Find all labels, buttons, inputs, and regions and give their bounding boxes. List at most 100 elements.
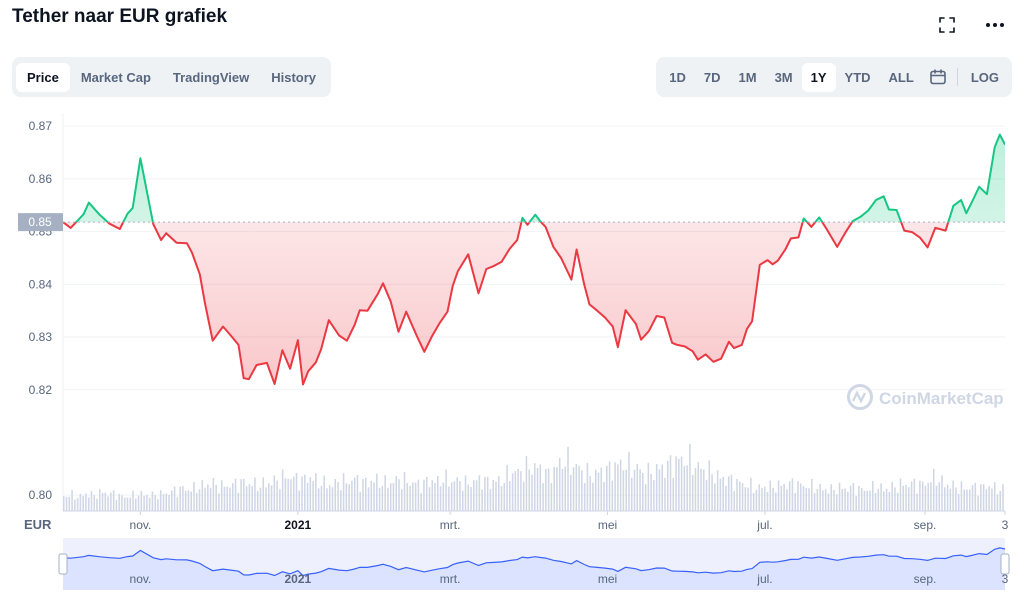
volume-bar (387, 487, 389, 511)
volume-bar (420, 493, 422, 511)
volume-bar (392, 482, 395, 511)
range-1m[interactable]: 1M (738, 69, 757, 85)
volume-bar (176, 497, 179, 511)
volume-bar (212, 477, 215, 511)
y-tick-label: 0.82 (29, 383, 53, 397)
expand-icon[interactable] (936, 14, 958, 36)
range-ytd[interactable]: YTD (844, 69, 871, 85)
volume-bar (952, 480, 954, 511)
volume-bar (373, 482, 375, 511)
volume-bar (993, 482, 996, 511)
volume-bar (359, 491, 361, 511)
navigator-handle-right[interactable] (1000, 553, 1010, 575)
volume-bar (478, 475, 481, 511)
tab-tradingview[interactable]: TradingView (172, 69, 250, 85)
volume-bar (786, 489, 788, 511)
navigator-tick-label: 2021 (285, 572, 312, 586)
volume-bar (223, 486, 226, 511)
volume-bar (356, 474, 359, 511)
volume-bar (287, 478, 289, 511)
volume-bar (905, 484, 907, 511)
volume-bar (484, 476, 486, 511)
volume-bar (326, 488, 328, 511)
range-1y[interactable]: 1Y (801, 62, 836, 92)
volume-bar (500, 486, 503, 511)
volume-bar (159, 490, 162, 511)
volume-bar (722, 476, 724, 511)
more-dots-icon[interactable] (984, 14, 1006, 36)
navigator-tick-label: mrt. (440, 572, 461, 586)
volume-bar (847, 491, 849, 511)
range-1d[interactable]: 1D (669, 69, 686, 85)
volume-bar (932, 468, 935, 511)
navigator-area (63, 547, 1005, 590)
volume-bar (872, 480, 874, 511)
navigator-tick-label: 3 (1002, 572, 1009, 586)
volume-bar (384, 475, 386, 511)
volume-bar (589, 476, 591, 511)
tab-price[interactable]: Price (16, 62, 70, 92)
volume-bar (218, 493, 220, 511)
volume-bar (76, 498, 79, 511)
volume-bar (714, 483, 716, 511)
volume-bar (220, 480, 223, 511)
volume-bar (292, 476, 295, 511)
volume-bar (520, 471, 522, 511)
x-tick-label: sep. (914, 518, 937, 532)
volume-bar (198, 489, 201, 511)
range-7d[interactable]: 7D (703, 69, 721, 85)
navigator-tick-label: nov. (130, 572, 152, 586)
volume-bar (813, 493, 816, 511)
volume-bar (716, 470, 719, 511)
volume-bar (791, 478, 794, 511)
volume-bar (686, 465, 688, 511)
volume-bar (930, 482, 932, 511)
volume-bar (439, 486, 442, 511)
range-all[interactable]: ALL (888, 69, 914, 85)
volume-bar (691, 474, 694, 511)
volume-bar (187, 490, 190, 511)
volume-bar (799, 483, 802, 511)
tab-market-cap[interactable]: Market Cap (80, 69, 151, 85)
volume-bar (805, 487, 808, 511)
volume-bar (894, 487, 896, 511)
volume-bar (240, 479, 242, 511)
volume-bar (315, 473, 317, 511)
volume-bar (783, 483, 785, 511)
y-tick-label: 0.80 (29, 488, 53, 502)
volume-bar (328, 485, 331, 511)
range-3m[interactable]: 3M (774, 69, 793, 85)
log-scale-toggle[interactable]: LOG (970, 69, 999, 85)
navigator-handle-left[interactable] (58, 553, 68, 575)
volume-bar (988, 486, 990, 511)
volume-bar (82, 495, 84, 511)
volume-bar (708, 460, 711, 511)
volume-bar (259, 487, 262, 511)
volume-bar (902, 485, 905, 511)
volume-bar (378, 487, 381, 511)
volume-bar (869, 490, 871, 511)
volume-bar (974, 482, 977, 511)
volume-bar (162, 494, 165, 511)
volume-bar (331, 487, 334, 511)
volume-bar (617, 464, 619, 511)
volume-bar (409, 485, 411, 511)
volume-bar (467, 484, 470, 511)
volume-bar (65, 496, 68, 511)
volume-bar (406, 482, 409, 511)
volume-bar (270, 485, 273, 511)
volume-bar (727, 476, 730, 511)
volume-bar (558, 457, 561, 511)
volume-bar (434, 482, 436, 511)
volume-bar (833, 489, 835, 511)
volume-bar (522, 481, 525, 511)
volume-bar (683, 466, 686, 511)
volume-bar (822, 490, 824, 511)
calendar-icon[interactable] (923, 62, 953, 92)
volume-bar (750, 477, 752, 511)
navigator-tick-label: mei (598, 572, 617, 586)
volume-bar (991, 488, 993, 511)
volume-bar (852, 482, 855, 511)
volume-bar (389, 483, 392, 511)
tab-history[interactable]: History (271, 69, 317, 85)
